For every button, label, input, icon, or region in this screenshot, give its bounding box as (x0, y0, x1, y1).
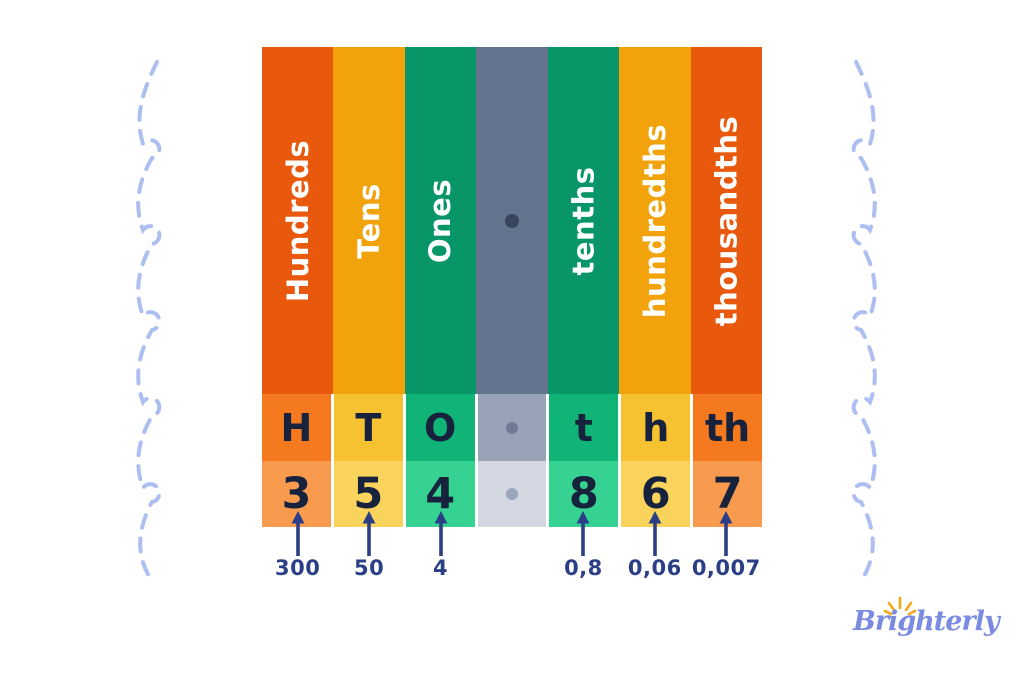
abbr-cell-thousandths: th (693, 394, 763, 461)
digit-text: 7 (712, 469, 743, 519)
abbr-cell-ones: O (405, 394, 475, 461)
abbr-cell-tens: T (333, 394, 403, 461)
decimal-point-icon (506, 421, 518, 434)
column-label: tenths (566, 166, 601, 275)
expanded-value-thousandths: 0,007 (691, 556, 761, 580)
column-header-thousandths: thousandths (690, 47, 762, 394)
digit-cell-decimal-point (477, 461, 547, 527)
squiggle-path (851, 60, 877, 578)
abbr-text: O (423, 405, 457, 450)
up-arrow-icon-tens (362, 511, 376, 556)
up-arrow-icon-ones (434, 511, 447, 556)
logo-wordmark: Brighterly (853, 606, 1000, 637)
expanded-value-tens: 50 (354, 556, 385, 580)
digit-text: 5 (353, 469, 384, 519)
expanded-value-hundreds: 300 (275, 556, 321, 580)
digit-cell-hundredths: 6 (621, 461, 691, 527)
logo-sparkle-icon (883, 596, 917, 616)
column-header-hundredths: hundredths (619, 47, 691, 394)
up-arrow-icon-hundredths (648, 511, 662, 556)
brighterly-logo: Brighterly (853, 596, 1000, 646)
abbr-cell-decimal-point (477, 394, 547, 461)
abbr-cell-hundredths: h (621, 394, 691, 461)
decimal-point-icon (504, 213, 519, 228)
column-headers-row: Hundreds Tens Ones tenths hundredths thousand… (262, 47, 762, 394)
column-header-tenths: tenths (547, 47, 620, 394)
column-header-decimal-point (476, 47, 548, 394)
column-label: hundredths (637, 123, 672, 318)
digit-cell-tenths: 8 (549, 461, 619, 527)
squiggle-path (136, 60, 162, 578)
abbr-text: H (280, 405, 313, 450)
decimal-point-icon (506, 488, 518, 500)
digit-text: 3 (281, 469, 312, 519)
abbr-text: h (642, 405, 670, 450)
place-value-chart: Hundreds Tens Ones tenths hundredths thousand… (262, 47, 763, 591)
up-arrow-icon-tenths (577, 511, 590, 556)
abbr-text: T (355, 405, 382, 450)
column-header-tens: Tens (333, 47, 405, 394)
column-label: Ones (423, 178, 458, 263)
column-header-ones: Ones (404, 47, 477, 394)
column-label: thousandths (709, 115, 744, 326)
abbr-cell-tenths: t (549, 394, 619, 461)
abbr-text: th (704, 405, 751, 450)
column-header-hundreds: Hundreds (262, 47, 334, 394)
expanded-value-ones: 4 (433, 556, 449, 580)
abbr-cell-hundreds: H (262, 394, 331, 461)
column-label: Tens (352, 182, 387, 259)
expanded-value-tenths: 0,8 (564, 556, 603, 580)
column-label: Hundreds (280, 139, 315, 302)
expanded-values-row: 300 50 4 0,8 0,06 0,007 (262, 511, 762, 591)
expanded-value-hundredths: 0,06 (627, 556, 682, 580)
digit-cell-thousandths: 7 (693, 461, 763, 527)
up-arrow-icon-thousandths (719, 511, 733, 556)
digit-text: 6 (640, 469, 671, 519)
digit-text: 4 (425, 469, 456, 519)
up-arrow-icon-hundreds (291, 511, 305, 556)
right-squiggle-decoration (851, 60, 877, 578)
left-squiggle-decoration (136, 60, 162, 578)
abbr-text: t (574, 405, 593, 450)
digit-text: 8 (568, 469, 599, 519)
